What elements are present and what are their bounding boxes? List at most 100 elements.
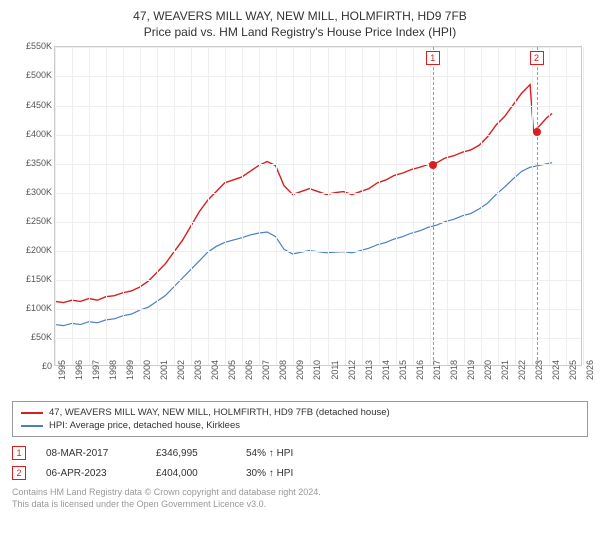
gridline-v (72, 47, 73, 365)
series-hpi (55, 163, 552, 326)
x-tick-label: 2025 (568, 360, 578, 380)
title-line-1: 47, WEAVERS MILL WAY, NEW MILL, HOLMFIRT… (12, 8, 588, 24)
gridline-v (345, 47, 346, 365)
x-tick-label: 2003 (193, 360, 203, 380)
gridline-h (55, 338, 581, 339)
x-tick-label: 2026 (585, 360, 595, 380)
annotation-pct: 30% ↑ HPI (246, 468, 336, 479)
gridline-v (413, 47, 414, 365)
x-tick-label: 2021 (500, 360, 510, 380)
marker-dot (533, 128, 541, 136)
gridline-v (532, 47, 533, 365)
gridline-v (447, 47, 448, 365)
y-tick-label: £0 (12, 361, 52, 371)
annotation-date: 06-APR-2023 (46, 468, 136, 479)
gridline-v (379, 47, 380, 365)
gridline-v (123, 47, 124, 365)
x-tick-label: 1997 (91, 360, 101, 380)
gridline-v (293, 47, 294, 365)
gridline-v (481, 47, 482, 365)
gridline-v (310, 47, 311, 365)
x-tick-label: 2006 (244, 360, 254, 380)
line-layer (55, 47, 581, 365)
title-line-2: Price paid vs. HM Land Registry's House … (12, 24, 588, 40)
annotation-row: 206-APR-2023£404,00030% ↑ HPI (12, 463, 588, 483)
x-tick-label: 1999 (125, 360, 135, 380)
y-tick-label: £300K (12, 187, 52, 197)
footer: Contains HM Land Registry data © Crown c… (12, 487, 588, 510)
x-tick-label: 2020 (483, 360, 493, 380)
annotation-marker: 1 (12, 446, 26, 460)
y-tick-label: £350K (12, 158, 52, 168)
annotation-price: £346,995 (156, 448, 226, 459)
gridline-v (583, 47, 584, 365)
gridline-v (498, 47, 499, 365)
gridline-v (566, 47, 567, 365)
gridline-v (549, 47, 550, 365)
gridline-h (55, 309, 581, 310)
footer-line-2: This data is licensed under the Open Gov… (12, 499, 588, 511)
plot-area: 12 (54, 46, 582, 366)
gridline-h (55, 164, 581, 165)
x-tick-label: 2001 (159, 360, 169, 380)
x-tick-label: 2013 (364, 360, 374, 380)
annotation-price: £404,000 (156, 468, 226, 479)
gridline-v (157, 47, 158, 365)
y-tick-label: £150K (12, 274, 52, 284)
gridline-v (464, 47, 465, 365)
gridline-h (55, 135, 581, 136)
legend-row: 47, WEAVERS MILL WAY, NEW MILL, HOLMFIRT… (21, 406, 579, 419)
x-tick-label: 2010 (312, 360, 322, 380)
y-tick-label: £100K (12, 303, 52, 313)
legend-label: 47, WEAVERS MILL WAY, NEW MILL, HOLMFIRT… (49, 407, 390, 418)
x-tick-label: 1998 (108, 360, 118, 380)
x-tick-label: 2009 (295, 360, 305, 380)
gridline-v (242, 47, 243, 365)
gridline-h (55, 222, 581, 223)
x-tick-label: 2017 (432, 360, 442, 380)
marker-label: 1 (426, 51, 440, 65)
x-tick-label: 2016 (415, 360, 425, 380)
x-tick-label: 2019 (466, 360, 476, 380)
marker-vline (537, 47, 538, 365)
legend-row: HPI: Average price, detached house, Kirk… (21, 419, 579, 432)
legend: 47, WEAVERS MILL WAY, NEW MILL, HOLMFIRT… (12, 401, 588, 437)
x-tick-label: 2018 (449, 360, 459, 380)
x-tick-label: 1995 (57, 360, 67, 380)
y-tick-label: £400K (12, 129, 52, 139)
gridline-v (55, 47, 56, 365)
x-tick-label: 2024 (551, 360, 561, 380)
gridline-v (140, 47, 141, 365)
chart-container: 47, WEAVERS MILL WAY, NEW MILL, HOLMFIRT… (0, 0, 600, 560)
gridline-v (515, 47, 516, 365)
x-tick-label: 2008 (278, 360, 288, 380)
x-tick-label: 2022 (517, 360, 527, 380)
x-tick-label: 2004 (210, 360, 220, 380)
footer-line-1: Contains HM Land Registry data © Crown c… (12, 487, 588, 499)
annotation-table: 108-MAR-2017£346,99554% ↑ HPI206-APR-202… (12, 443, 588, 483)
y-tick-label: £550K (12, 41, 52, 51)
x-tick-label: 2007 (261, 360, 271, 380)
gridline-v (259, 47, 260, 365)
legend-label: HPI: Average price, detached house, Kirk… (49, 420, 240, 431)
marker-label: 2 (530, 51, 544, 65)
gridline-h (55, 193, 581, 194)
chart-title: 47, WEAVERS MILL WAY, NEW MILL, HOLMFIRT… (12, 8, 588, 40)
gridline-v (430, 47, 431, 365)
y-tick-label: £50K (12, 332, 52, 342)
gridline-h (55, 251, 581, 252)
gridline-v (208, 47, 209, 365)
gridline-v (89, 47, 90, 365)
y-tick-label: £450K (12, 100, 52, 110)
series-property (55, 85, 552, 303)
gridline-v (362, 47, 363, 365)
legend-swatch (21, 425, 43, 427)
marker-dot (429, 161, 437, 169)
x-tick-label: 2023 (534, 360, 544, 380)
x-tick-label: 2015 (398, 360, 408, 380)
x-tick-label: 1996 (74, 360, 84, 380)
gridline-h (55, 106, 581, 107)
gridline-v (106, 47, 107, 365)
chart-area: 12 £0£50K£100K£150K£200K£250K£300K£350K£… (12, 44, 588, 399)
y-tick-label: £500K (12, 70, 52, 80)
